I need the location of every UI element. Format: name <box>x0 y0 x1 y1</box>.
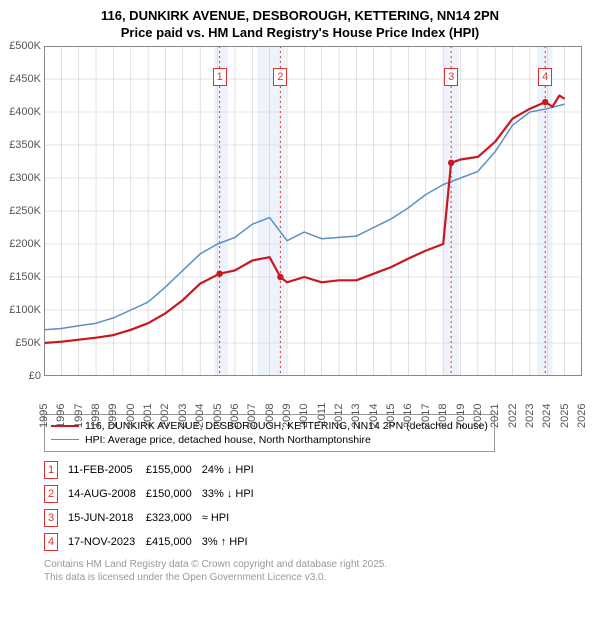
sale-marker-4: 4 <box>44 533 58 551</box>
sale-price: £155,000 <box>146 458 202 482</box>
y-axis-label: £200K <box>9 238 44 250</box>
footnote: Contains HM Land Registry data © Crown c… <box>44 558 590 584</box>
sale-delta: 33% ↓ HPI <box>202 482 264 506</box>
x-axis-label: 1996 <box>55 403 67 430</box>
table-row: 2 14-AUG-2008£150,00033% ↓ HPI <box>44 482 264 506</box>
x-axis-label: 2022 <box>507 403 519 430</box>
x-axis-label: 2023 <box>524 403 536 430</box>
sale-price: £150,000 <box>146 482 202 506</box>
y-axis-label: £350K <box>9 139 44 151</box>
x-axis-label: 2001 <box>142 403 154 430</box>
x-axis-label: 2020 <box>472 403 484 430</box>
y-axis-label: £250K <box>9 205 44 217</box>
x-axis-label: 2004 <box>194 403 206 430</box>
legend-label: HPI: Average price, detached house, Nort… <box>85 434 371 446</box>
table-row: 3 15-JUN-2018£323,000≈ HPI <box>44 506 264 530</box>
sale-date: 14-AUG-2008 <box>68 482 146 506</box>
x-axis-label: 2026 <box>576 403 588 430</box>
sale-date: 11-FEB-2005 <box>68 458 146 482</box>
chart-container: 116, DUNKIRK AVENUE, DESBOROUGH, KETTERI… <box>0 0 600 594</box>
title-line-2: Price paid vs. HM Land Registry's House … <box>121 25 480 40</box>
x-axis-label: 2011 <box>316 402 328 429</box>
x-axis-label: 2019 <box>455 403 467 430</box>
x-axis-label: 2024 <box>541 403 553 430</box>
sale-price: £323,000 <box>146 506 202 530</box>
x-axis-label: 2017 <box>420 403 432 430</box>
x-axis-label: 2018 <box>437 403 449 430</box>
legend-item: HPI: Average price, detached house, Nort… <box>51 433 488 447</box>
x-axis-label: 2015 <box>385 403 397 430</box>
chart-marker-2: 2 <box>273 68 287 86</box>
y-axis-label: £500K <box>9 40 44 52</box>
x-axis-label: 2016 <box>402 403 414 430</box>
x-axis-label: 2009 <box>281 403 293 430</box>
sale-delta: 3% ↑ HPI <box>202 530 264 554</box>
y-axis-label: £50K <box>15 337 44 349</box>
x-axis-label: 2014 <box>368 403 380 430</box>
y-axis-label: £100K <box>9 304 44 316</box>
x-axis-label: 2021 <box>489 403 501 430</box>
footnote-line-2: This data is licensed under the Open Gov… <box>44 572 326 583</box>
sale-marker-3: 3 <box>44 509 58 527</box>
title-line-1: 116, DUNKIRK AVENUE, DESBOROUGH, KETTERI… <box>101 8 499 23</box>
sale-date: 17-NOV-2023 <box>68 530 146 554</box>
footnote-line-1: Contains HM Land Registry data © Crown c… <box>44 559 387 570</box>
x-axis-label: 2002 <box>159 403 171 430</box>
sale-delta: ≈ HPI <box>202 506 264 530</box>
x-axis-label: 1997 <box>73 403 85 430</box>
plot-area: £0£50K£100K£150K£200K£250K£300K£350K£400… <box>44 46 582 376</box>
chart-marker-1: 1 <box>213 68 227 86</box>
x-axis-label: 2007 <box>246 403 258 430</box>
x-axis-label: 2005 <box>212 403 224 430</box>
x-axis-label: 2025 <box>559 403 571 430</box>
y-axis-label: £150K <box>9 271 44 283</box>
sale-price: £415,000 <box>146 530 202 554</box>
sale-marker-1: 1 <box>44 461 58 479</box>
sales-table: 1 11-FEB-2005£155,00024% ↓ HPI 2 14-AUG-200… <box>44 458 264 554</box>
chart-marker-4: 4 <box>538 68 552 86</box>
table-row: 1 11-FEB-2005£155,00024% ↓ HPI <box>44 458 264 482</box>
sale-date: 15-JUN-2018 <box>68 506 146 530</box>
x-axis-label: 2006 <box>229 403 241 430</box>
chart-marker-3: 3 <box>444 68 458 86</box>
x-axis-label: 2000 <box>125 403 137 430</box>
x-axis-label: 1995 <box>38 403 50 430</box>
x-axis-label: 2010 <box>298 403 310 430</box>
x-axis-label: 2008 <box>264 403 276 430</box>
legend-swatch <box>51 439 79 440</box>
x-axis-label: 2012 <box>333 403 345 430</box>
x-axis-label: 1999 <box>107 403 119 430</box>
x-axis-label: 2013 <box>350 403 362 430</box>
chart-title: 116, DUNKIRK AVENUE, DESBOROUGH, KETTERI… <box>10 8 590 42</box>
y-axis-label: £0 <box>29 370 44 382</box>
y-axis-label: £300K <box>9 172 44 184</box>
table-row: 4 17-NOV-2023£415,0003% ↑ HPI <box>44 530 264 554</box>
x-axis-label: 2003 <box>177 403 189 430</box>
y-axis-label: £400K <box>9 106 44 118</box>
sale-marker-2: 2 <box>44 485 58 503</box>
y-axis-label: £450K <box>9 73 44 85</box>
x-axis-label: 1998 <box>90 403 102 430</box>
sale-delta: 24% ↓ HPI <box>202 458 264 482</box>
